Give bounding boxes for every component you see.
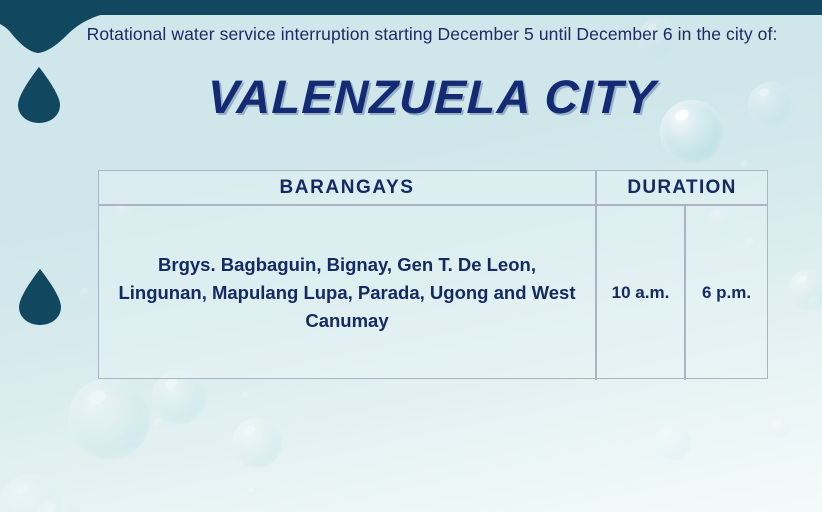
bubble-decoration [34, 496, 82, 512]
bubble-decoration [655, 424, 691, 460]
table-row: Brgys. Bagbaguin, Bignay, Gen T. De Leon… [99, 206, 767, 380]
bubble-decoration [788, 270, 822, 310]
poster-subtitle: Rotational water service interruption st… [86, 24, 778, 44]
bubble-decoration [232, 418, 282, 468]
water-droplet-icon [16, 66, 62, 124]
table-header-row: BARANGAYS DURATION [99, 171, 767, 206]
bubble-decoration [808, 296, 822, 310]
cell-barangays: Brgys. Bagbaguin, Bignay, Gen T. De Leon… [118, 254, 576, 331]
bubble-decoration [153, 418, 164, 429]
page-title: VALENZUELA CITY [206, 70, 658, 123]
bubble-decoration [770, 418, 790, 438]
bubble-decoration [242, 392, 250, 400]
top-accent-band [0, 0, 822, 15]
bubble-decoration [0, 474, 62, 512]
bubble-decoration [248, 488, 255, 495]
bubble-decoration [68, 378, 150, 460]
water-droplet-icon [17, 268, 63, 326]
cell-duration-start: 10 a.m. [595, 206, 684, 380]
water-drip-icon [0, 0, 132, 58]
schedule-table: BARANGAYS DURATION Brgys. Bagbaguin, Big… [98, 170, 768, 380]
bubble-decoration [80, 288, 90, 298]
bubble-decoration [740, 160, 749, 169]
cell-duration-end: 6 p.m. [684, 206, 767, 380]
column-header-barangays: BARANGAYS [279, 176, 415, 198]
column-header-duration: DURATION [595, 171, 767, 204]
